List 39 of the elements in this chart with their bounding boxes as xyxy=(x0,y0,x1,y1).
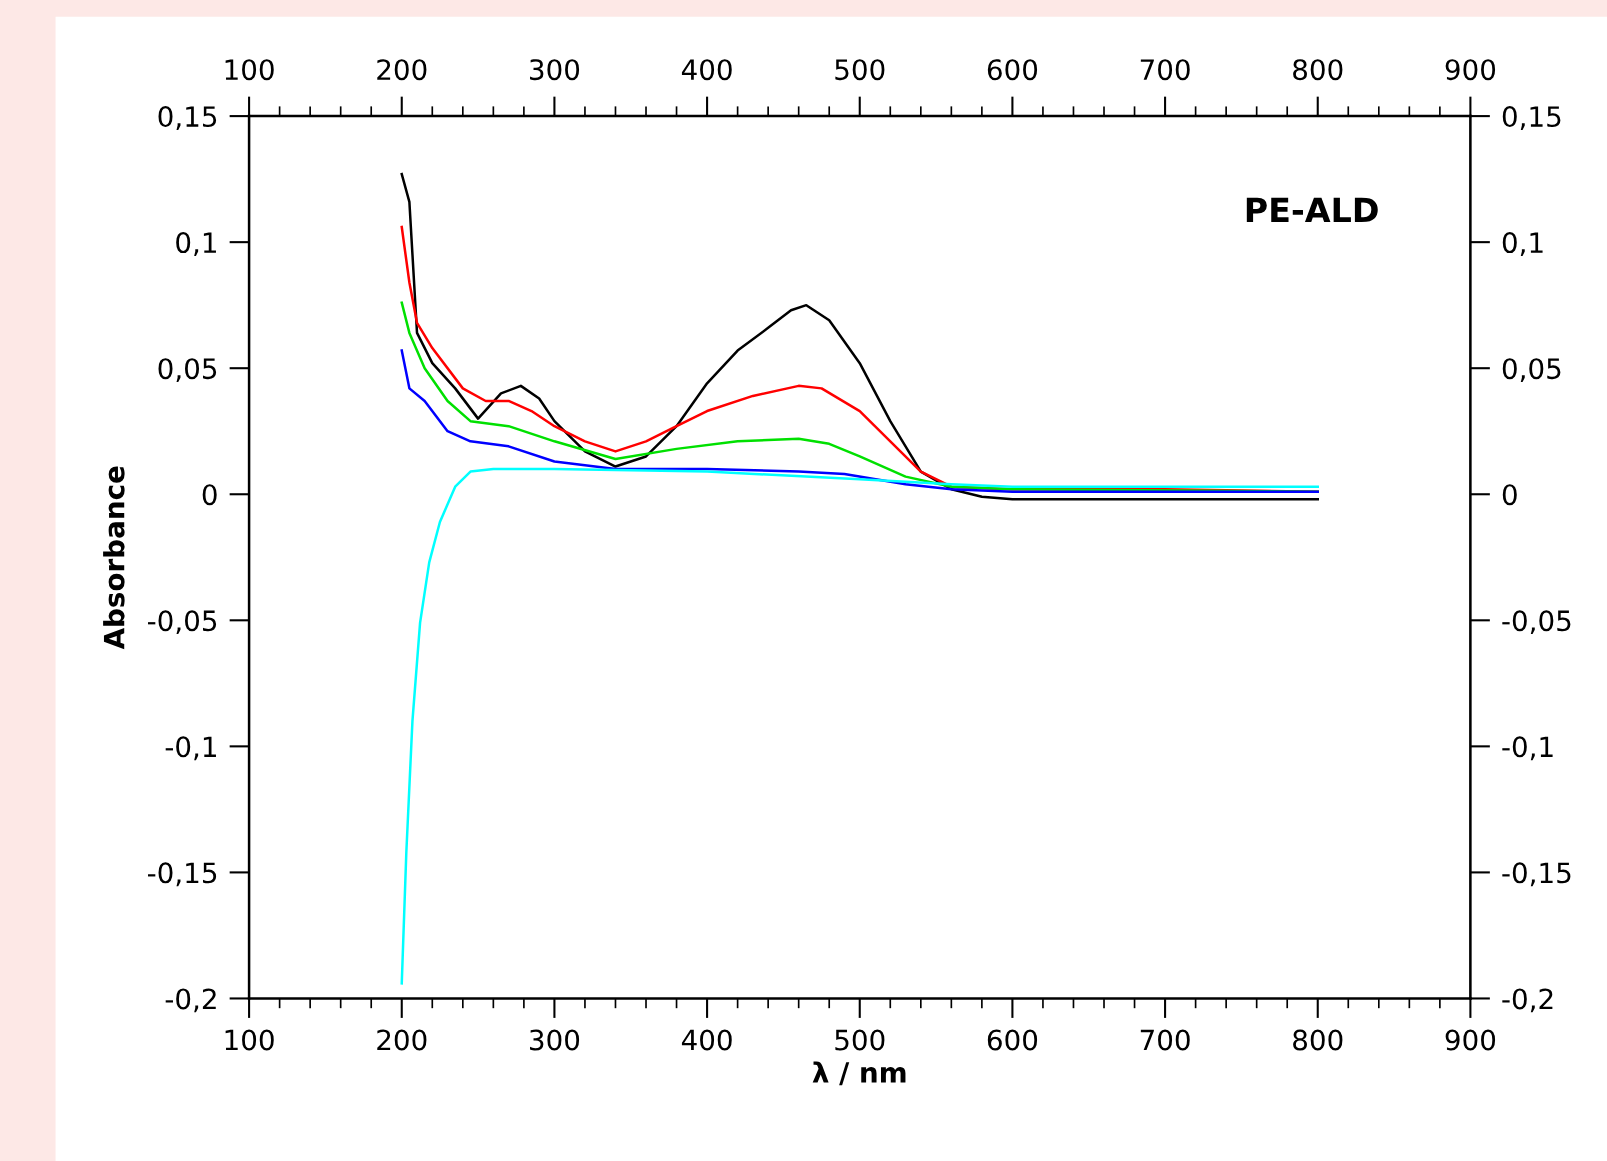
line-series xyxy=(400,467,1319,985)
x-tick-label: 400 xyxy=(681,1029,732,1051)
y-tick-label: -0,05 xyxy=(148,610,217,635)
y-tick-label: -0,15 xyxy=(148,862,217,887)
y-tick-label: -0,2 xyxy=(165,988,216,1013)
y2-tick-label: -0,1 xyxy=(1502,736,1553,761)
x2-tick-label: 100 xyxy=(225,59,274,81)
y-tick-label: 0,15 xyxy=(158,106,217,130)
y-tick-label: 0 xyxy=(202,484,217,506)
annotation: PE-ALD xyxy=(1246,197,1378,222)
x-axis-title: λ / nm xyxy=(812,1061,906,1086)
y2-tick-label: 0,05 xyxy=(1502,358,1561,382)
x-tick-label: 800 xyxy=(1293,1029,1343,1051)
x-tick-label: 300 xyxy=(530,1029,580,1051)
y-tick-label: -0,1 xyxy=(165,736,216,761)
x-tick-label: 900 xyxy=(1445,1029,1496,1051)
y2-tick-label: -0,2 xyxy=(1502,988,1553,1013)
x-tick-label: 500 xyxy=(835,1029,885,1051)
x2-tick-label: 300 xyxy=(530,59,580,81)
x2-tick-label: 700 xyxy=(1140,59,1190,81)
y-axis-title: Absorbance xyxy=(103,466,125,650)
y2-tick-label: 0 xyxy=(1502,484,1517,506)
x2-tick-label: 600 xyxy=(987,59,1038,81)
x2-tick-label: 800 xyxy=(1293,59,1343,81)
y2-tick-label: 0,1 xyxy=(1502,232,1543,256)
x2-tick-label: 500 xyxy=(835,59,885,81)
x-tick-label: 100 xyxy=(225,1029,274,1051)
y2-tick-label: -0,05 xyxy=(1502,610,1571,635)
y-tick-label: 0,05 xyxy=(158,358,217,382)
x2-tick-label: 400 xyxy=(681,59,732,81)
x2-tick-label: 900 xyxy=(1445,59,1496,81)
line-series xyxy=(400,349,1319,493)
x-tick-label: 600 xyxy=(987,1029,1038,1051)
y2-tick-label: 0,15 xyxy=(1502,106,1561,130)
y2-tick-label: -0,15 xyxy=(1502,862,1571,887)
y-tick-label: 0,1 xyxy=(176,232,216,256)
x2-tick-label: 200 xyxy=(377,59,427,81)
x-tick-label: 700 xyxy=(1140,1029,1190,1051)
x-tick-label: 200 xyxy=(377,1029,427,1051)
